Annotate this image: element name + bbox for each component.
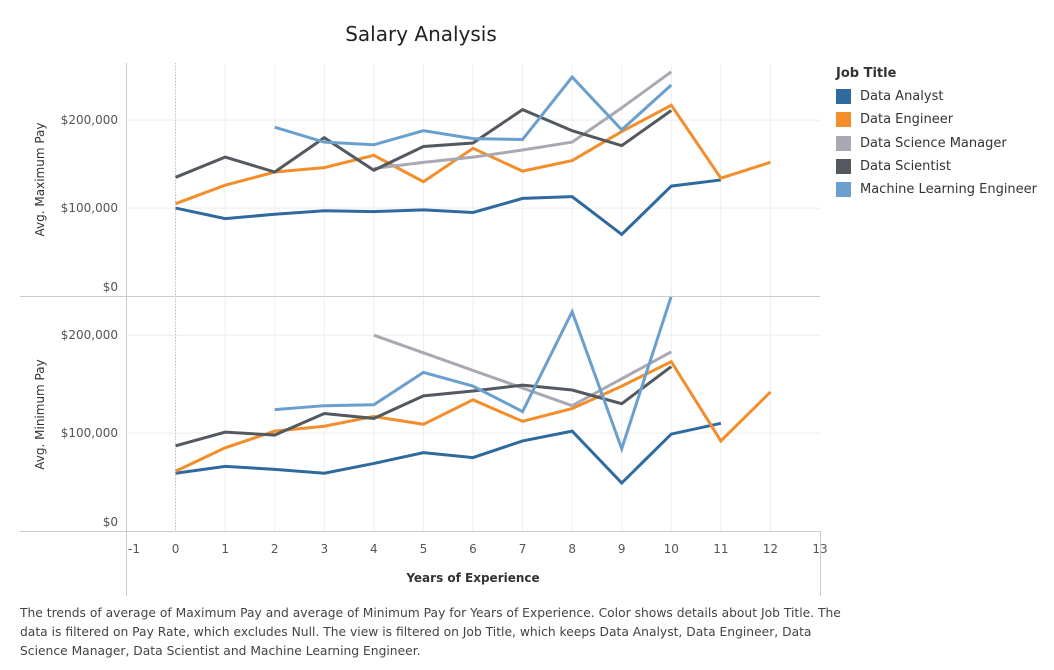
legend-item[interactable]: Data Analyst: [836, 85, 1051, 108]
legend-swatch: [836, 182, 851, 198]
legend-label: Data Science Manager: [860, 135, 1007, 151]
y-tick-label: $0: [103, 515, 118, 529]
x-tick-label: 13: [812, 542, 827, 556]
salary-chart: $0 $100,000 $200,000 Avg. Maximum Pay $0 $100…: [20, 63, 828, 596]
panel-min-pay: $0 $100,000 $200,000 Avg. Minimum Pay: [33, 295, 820, 531]
x-tick-label: 3: [320, 542, 328, 556]
x-tick-label: -1: [128, 542, 140, 556]
legend-item[interactable]: Data Science Manager: [836, 132, 1051, 155]
series-line-data-scientist: [175, 365, 673, 448]
y-axis-label: Avg. Maximum Pay: [33, 123, 47, 237]
x-tick-label: 6: [469, 542, 477, 556]
legend: Job Title Data Analyst Data Engineer Data …: [836, 66, 1051, 201]
legend-swatch: [836, 89, 851, 105]
x-tick-label: 9: [618, 542, 626, 556]
legend-swatch: [836, 112, 851, 128]
y-tick-label: $100,000: [61, 426, 118, 440]
x-tick-label: 11: [713, 542, 728, 556]
x-tick-label: 2: [271, 542, 279, 556]
series-line-data-science-manager: [373, 333, 673, 408]
chart-caption: The trends of average of Maximum Pay and…: [20, 606, 841, 658]
x-tick-label: 10: [664, 542, 679, 556]
series-line-data-scientist: [175, 107, 673, 179]
x-tick-label: 12: [763, 542, 778, 556]
x-tick-label: 5: [420, 542, 428, 556]
legend-item[interactable]: Data Scientist: [836, 155, 1051, 178]
series-line-machine-learning-engineer: [274, 295, 673, 454]
legend-item[interactable]: Machine Learning Engineer: [836, 178, 1051, 201]
legend-label: Machine Learning Engineer: [860, 182, 1038, 198]
panel-max-pay: $0 $100,000 $200,000 Avg. Maximum Pay: [33, 63, 820, 296]
x-tick-label: 4: [370, 542, 378, 556]
series-line-machine-learning-engineer: [274, 74, 673, 147]
legend-item[interactable]: Data Engineer: [836, 108, 1051, 131]
x-tick-label: 7: [519, 542, 527, 556]
legend-swatch: [836, 159, 851, 175]
x-tick-label: 8: [568, 542, 576, 556]
legend-label: Data Scientist: [860, 159, 951, 175]
y-tick-label: $0: [103, 280, 118, 294]
y-tick-label: $200,000: [61, 328, 118, 342]
y-tick-label: $100,000: [61, 201, 118, 215]
x-tick-label: 1: [221, 542, 229, 556]
series-line-data-analyst: [175, 178, 722, 237]
series-line-data-engineer: [174, 359, 772, 473]
legend-swatch: [836, 135, 851, 151]
series-line-data-science-manager: [373, 70, 673, 170]
x-axis-label: Years of Experience: [405, 571, 539, 585]
legend-title: Job Title: [836, 66, 897, 81]
legend-label: Data Analyst: [860, 89, 944, 105]
y-tick-label: $200,000: [61, 113, 118, 127]
series-line-data-analyst: [175, 421, 722, 486]
legend-label: Data Engineer: [860, 112, 954, 128]
x-tick-label: 0: [172, 542, 180, 556]
chart-title: Salary Analysis: [345, 22, 497, 46]
y-axis-label: Avg. Minimum Pay: [33, 359, 47, 469]
